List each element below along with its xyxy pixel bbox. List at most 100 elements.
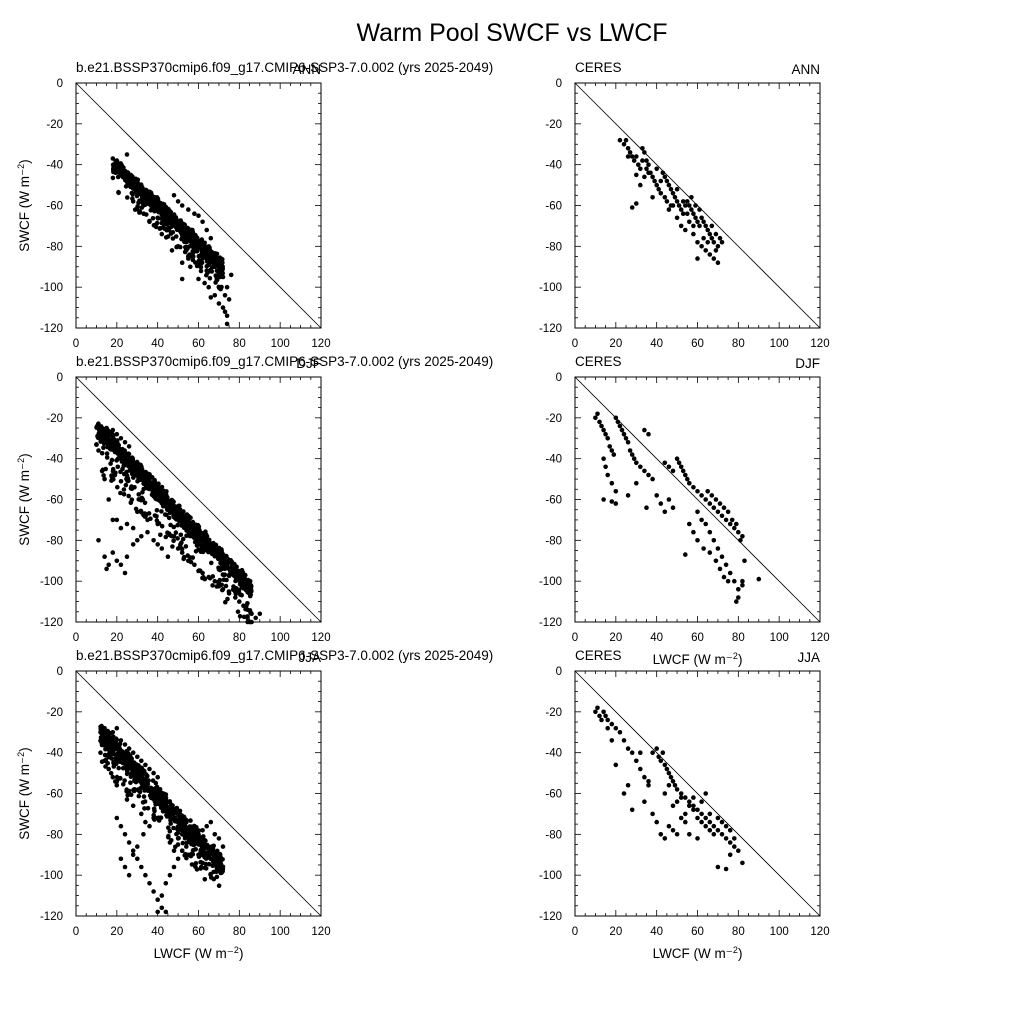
data-point xyxy=(646,162,651,167)
data-point xyxy=(123,482,129,488)
data-point xyxy=(666,783,672,788)
data-point xyxy=(124,521,130,527)
data-point xyxy=(732,836,737,841)
data-point xyxy=(650,750,655,755)
data-point xyxy=(124,797,130,802)
data-point xyxy=(670,828,676,833)
data-point xyxy=(163,534,169,540)
data-point xyxy=(106,562,111,568)
data-point xyxy=(605,725,610,731)
data-point xyxy=(148,190,154,195)
data-point xyxy=(154,508,160,513)
data-point xyxy=(241,576,247,582)
data-point xyxy=(235,609,241,614)
data-point xyxy=(634,460,639,466)
data-point xyxy=(179,848,185,853)
data-point xyxy=(164,512,169,518)
x-tick-label: 100 xyxy=(770,338,789,350)
data-point xyxy=(634,480,639,486)
data-point xyxy=(102,725,107,731)
data-point xyxy=(98,730,103,735)
y-tick-label: -40 xyxy=(46,454,63,466)
data-point xyxy=(664,199,670,204)
data-point xyxy=(152,491,157,497)
panel-left-label: b.e21.BSSP370cmip6.f09_g17.CMIP6-SSP3-7.… xyxy=(76,648,493,663)
data-point xyxy=(199,842,205,847)
data-point xyxy=(170,544,175,549)
data-point xyxy=(136,477,141,483)
reference-line xyxy=(75,376,322,623)
data-point xyxy=(248,587,253,593)
data-point xyxy=(674,456,680,462)
data-point xyxy=(713,558,719,564)
data-point xyxy=(629,750,635,755)
data-point xyxy=(721,505,727,511)
data-point xyxy=(736,587,741,592)
data-point xyxy=(122,440,128,445)
data-point xyxy=(207,541,212,547)
data-point xyxy=(135,754,140,760)
y-tick-label: 0 xyxy=(57,78,63,90)
panel-season-label: ANN xyxy=(791,62,820,77)
data-point xyxy=(194,867,200,872)
data-point xyxy=(110,466,116,472)
data-point xyxy=(219,869,224,874)
data-point xyxy=(691,485,696,490)
data-point xyxy=(118,562,124,568)
data-point xyxy=(199,864,204,870)
data-point xyxy=(211,869,216,875)
data-point xyxy=(104,425,109,431)
data-point xyxy=(678,791,684,796)
data-point xyxy=(226,591,232,596)
data-point xyxy=(128,780,133,785)
data-points xyxy=(94,421,263,625)
data-point xyxy=(188,818,193,823)
data-point xyxy=(114,783,120,788)
data-point xyxy=(613,415,619,421)
data-point xyxy=(165,207,171,212)
data-point xyxy=(674,199,680,204)
scatter-panel-ceres-djf: CERES DJF 0 20 40 60 80 100 120 0 -20 -40 -60 -80 -100… xyxy=(539,354,830,667)
data-point xyxy=(691,807,696,813)
data-point xyxy=(695,836,700,841)
y-tick-label: -40 xyxy=(545,454,562,466)
data-point xyxy=(644,166,649,172)
data-point xyxy=(220,305,226,310)
data-point xyxy=(135,178,140,184)
data-point xyxy=(192,836,197,841)
data-point xyxy=(208,267,213,273)
data-point xyxy=(130,848,136,853)
x-tick-label: 40 xyxy=(151,632,164,644)
data-point xyxy=(740,578,745,584)
data-point xyxy=(135,538,140,543)
data-point xyxy=(257,611,263,617)
data-point xyxy=(711,832,717,837)
data-point xyxy=(122,778,127,783)
y-tick-label: -80 xyxy=(46,829,63,841)
data-point xyxy=(727,521,733,527)
x-axis-label: LWCF (W m⁻2) xyxy=(653,945,743,961)
data-point xyxy=(711,538,717,543)
data-point xyxy=(680,468,686,474)
data-point xyxy=(202,877,208,882)
data-point xyxy=(111,760,116,765)
data-point xyxy=(223,599,228,605)
data-point xyxy=(220,572,226,577)
data-point xyxy=(224,313,230,319)
reference-line xyxy=(75,82,322,329)
data-point xyxy=(118,469,123,475)
data-point xyxy=(674,832,680,837)
data-point xyxy=(691,803,696,809)
data-point xyxy=(672,195,678,200)
data-point xyxy=(615,419,621,425)
data-point xyxy=(113,779,118,784)
data-point xyxy=(138,508,144,514)
x-tick-label: 120 xyxy=(810,632,829,644)
data-point xyxy=(113,741,119,746)
data-point xyxy=(603,713,608,719)
data-point xyxy=(164,221,170,227)
y-tick-label: -80 xyxy=(545,241,562,253)
data-point xyxy=(126,746,132,751)
data-point xyxy=(237,614,243,619)
data-point xyxy=(214,546,220,552)
